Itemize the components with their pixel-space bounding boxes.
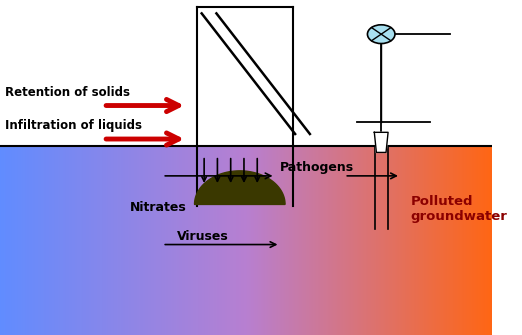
Text: Nitrates: Nitrates bbox=[130, 201, 187, 214]
Text: Polluted
groundwater: Polluted groundwater bbox=[411, 195, 507, 223]
Circle shape bbox=[367, 25, 395, 44]
Text: Retention of solids: Retention of solids bbox=[5, 86, 130, 98]
Polygon shape bbox=[195, 171, 285, 204]
Polygon shape bbox=[374, 132, 388, 152]
Text: Infiltration of liquids: Infiltration of liquids bbox=[5, 119, 142, 132]
Text: Pathogens: Pathogens bbox=[280, 161, 354, 174]
Text: Viruses: Viruses bbox=[177, 230, 229, 243]
